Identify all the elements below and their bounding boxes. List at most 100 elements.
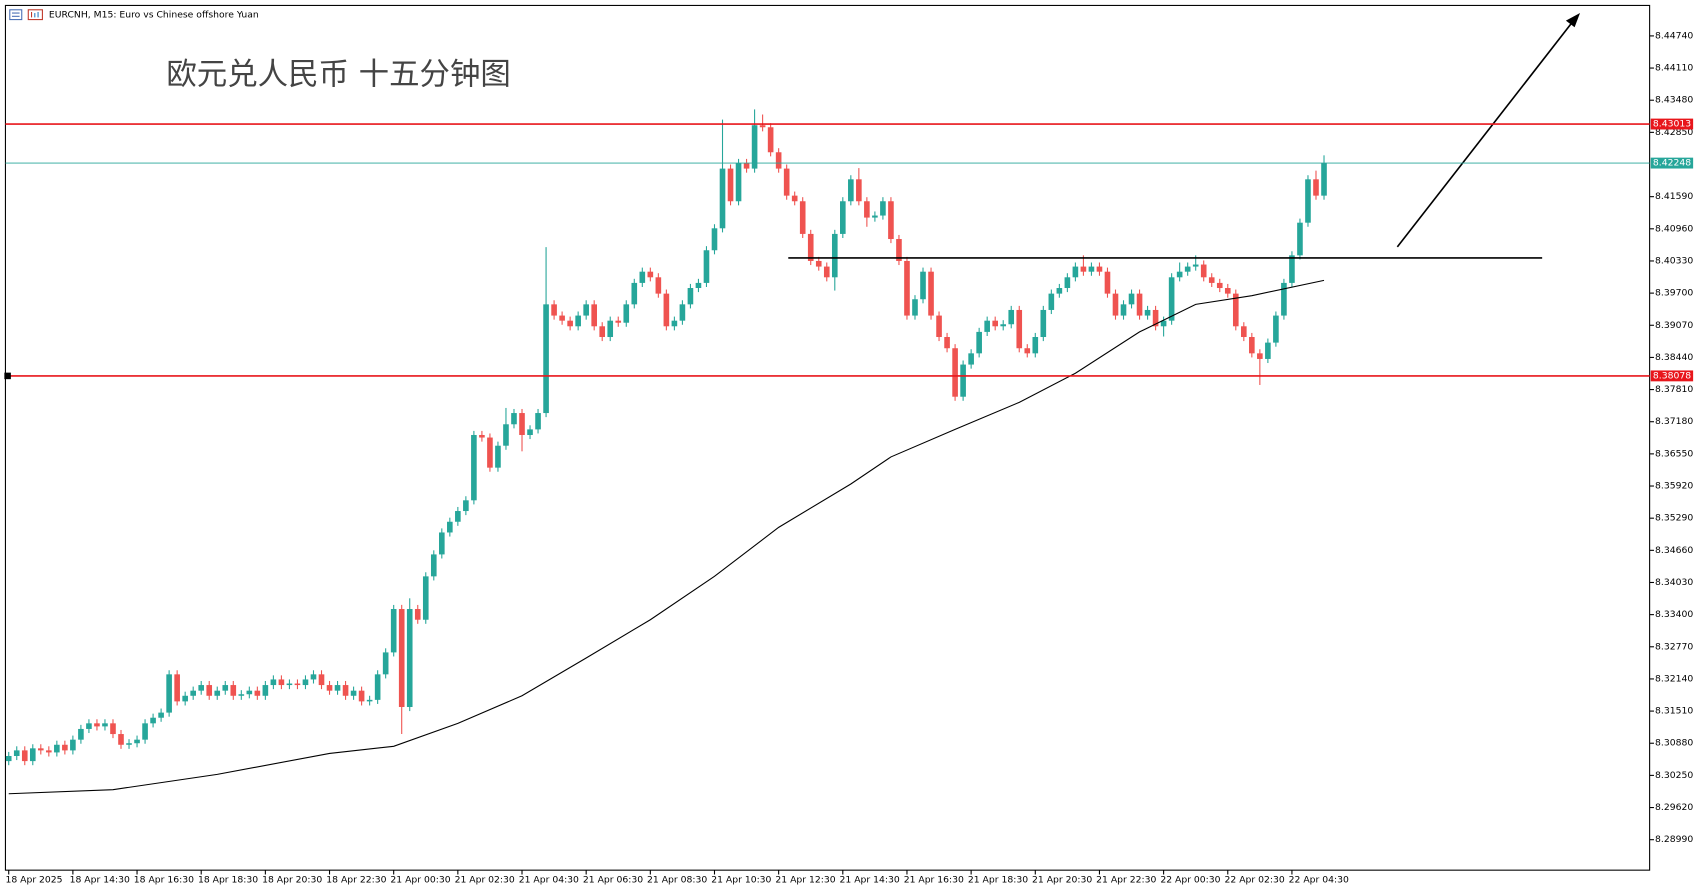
candle-body [134, 739, 140, 744]
candle-body [527, 429, 533, 435]
candle-body [535, 413, 541, 430]
y-tick-label: 8.37810 [1655, 384, 1693, 395]
candle-body [944, 337, 950, 349]
y-tick-label: 8.35290 [1655, 513, 1693, 524]
candle-body [118, 734, 124, 745]
candle-body [976, 331, 982, 354]
x-tick-label: 22 Apr 00:30 [1160, 874, 1220, 885]
candle-body [767, 127, 774, 153]
candle-body [1008, 309, 1015, 325]
y-tick-label: 8.35920 [1655, 481, 1693, 492]
candle-body [599, 326, 606, 338]
candle-body [495, 445, 501, 468]
y-tick-label: 8.40960 [1655, 223, 1693, 234]
candle-body [374, 674, 381, 700]
y-tick-label: 8.40330 [1655, 255, 1693, 266]
price-level-label: 8.38078 [1653, 370, 1691, 381]
candle-body [583, 304, 589, 316]
candle-body [575, 315, 581, 327]
candle-body [1232, 293, 1239, 327]
candle-body [1088, 266, 1095, 272]
candle-body [447, 521, 453, 533]
candle-body [350, 690, 357, 696]
candle-body [759, 125, 766, 128]
y-tick-label: 8.42850 [1655, 127, 1693, 138]
x-tick-label: 21 Apr 20:30 [1032, 874, 1092, 885]
candle-body [342, 685, 349, 696]
candle-body [422, 576, 429, 620]
candle-body [1241, 326, 1247, 338]
y-tick-label: 8.43480 [1655, 95, 1693, 106]
y-tick-label: 8.28990 [1655, 834, 1693, 845]
candle-body [904, 260, 910, 316]
candle-body [286, 683, 293, 686]
x-tick-label: 21 Apr 12:30 [775, 874, 835, 885]
candle-body [1112, 293, 1119, 316]
candle-body [1281, 282, 1287, 316]
candle-body [238, 694, 245, 696]
y-tick-label: 8.32140 [1655, 673, 1693, 684]
candle-body [1016, 309, 1023, 349]
candle-body [799, 201, 806, 234]
candle-body [952, 348, 958, 397]
x-tick-label: 21 Apr 00:30 [390, 874, 450, 885]
candle-body [1040, 309, 1047, 338]
candle-body [142, 723, 148, 740]
x-tick-label: 18 Apr 16:30 [134, 874, 194, 885]
candle-body [166, 674, 172, 713]
candle-body [1265, 342, 1271, 359]
candle-body [21, 750, 28, 762]
candle-body [1080, 266, 1087, 272]
candle-body [158, 712, 164, 718]
candle-body [471, 434, 477, 501]
x-tick-label: 21 Apr 22:30 [1096, 874, 1156, 885]
candle-body [727, 168, 734, 202]
candle-body [791, 195, 798, 202]
arrow-line [1396, 20, 1575, 248]
candle-body [671, 320, 678, 327]
candle-body [1200, 264, 1207, 278]
candle-body [864, 201, 870, 218]
candle-body [1032, 337, 1039, 354]
candle-body [294, 683, 301, 686]
candle-body [912, 299, 918, 316]
icon [27, 9, 43, 21]
candle-body [1144, 309, 1151, 316]
candle-body [743, 162, 750, 169]
y-tick-label: 8.36550 [1655, 448, 1693, 459]
candle-body [543, 304, 549, 414]
y-tick-label: 8.34660 [1655, 545, 1693, 556]
candle-body [1257, 353, 1263, 359]
y-tick-label: 8.30250 [1655, 770, 1693, 781]
candle-body [920, 271, 926, 300]
candle-body [1120, 304, 1127, 316]
x-tick-label: 18 Apr 2025 [5, 874, 62, 885]
x-tick-label: 18 Apr 22:30 [326, 874, 386, 885]
candle-body [1048, 293, 1055, 310]
candle-body [735, 162, 742, 202]
candle-body [703, 250, 710, 283]
candle-body [46, 750, 52, 753]
icon [9, 9, 23, 21]
y-tick-label: 8.31510 [1655, 706, 1693, 717]
x-tick-label: 22 Apr 04:30 [1289, 874, 1349, 885]
candle-body [984, 320, 990, 332]
candle-body [519, 413, 525, 435]
x-tick-label: 21 Apr 14:30 [840, 874, 900, 885]
candle-body [406, 609, 413, 708]
candle-body [366, 699, 373, 702]
candle-body [1168, 277, 1175, 321]
y-tick-label: 8.32770 [1655, 641, 1693, 652]
candle-body [1305, 179, 1311, 223]
price-level-tag [1650, 118, 1694, 130]
candle-body [679, 304, 686, 321]
candle-body [655, 277, 662, 294]
x-tick-label: 21 Apr 08:30 [647, 874, 707, 885]
candle-body [687, 288, 694, 305]
candle-body [334, 685, 341, 691]
candle-body [78, 728, 84, 740]
candle-body [1273, 315, 1279, 343]
price-level-tag [1650, 157, 1694, 169]
